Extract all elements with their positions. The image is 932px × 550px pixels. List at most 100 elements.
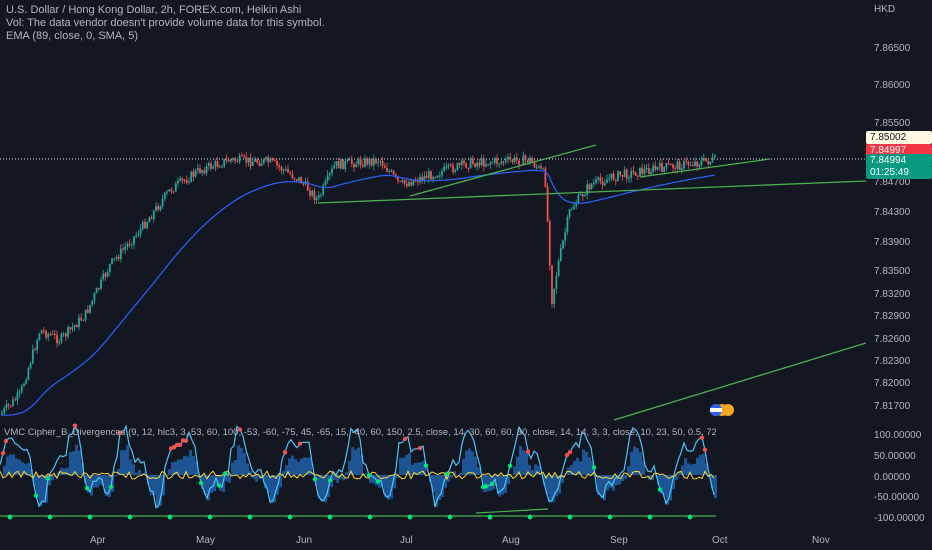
candle-body bbox=[141, 221, 144, 229]
candle-body bbox=[370, 158, 373, 166]
wave-bar bbox=[348, 461, 351, 475]
wave-bar bbox=[411, 464, 414, 475]
indicator-legend[interactable]: VMC Cipher_B_Divergences (9, 12, hlc3, 3… bbox=[4, 427, 716, 438]
wave-bar bbox=[105, 475, 108, 497]
event-markers[interactable] bbox=[710, 404, 734, 416]
candle-body bbox=[568, 209, 571, 217]
event-icon[interactable] bbox=[722, 404, 734, 416]
wave-bar bbox=[513, 466, 516, 475]
candle-body bbox=[630, 170, 633, 178]
wave-bar bbox=[528, 464, 531, 475]
candle-body bbox=[78, 317, 80, 328]
candle-body bbox=[42, 330, 45, 332]
candle-body bbox=[456, 163, 459, 171]
trendline-short[interactable] bbox=[639, 158, 771, 178]
candle-body bbox=[702, 157, 705, 161]
candle-body bbox=[584, 195, 586, 197]
wave-bar bbox=[498, 475, 501, 497]
wave-bar bbox=[654, 475, 657, 476]
candle-body bbox=[181, 178, 184, 181]
candle-body bbox=[161, 199, 164, 207]
candle-body bbox=[502, 161, 505, 163]
candle-body bbox=[592, 182, 595, 185]
wave-bar bbox=[630, 451, 633, 475]
wave-bar bbox=[705, 463, 708, 475]
candle-body bbox=[667, 163, 670, 165]
trendlines[interactable] bbox=[317, 144, 866, 421]
wave-bar bbox=[675, 475, 678, 480]
candle-body bbox=[238, 155, 241, 162]
candle-body bbox=[394, 174, 397, 177]
candle-body bbox=[139, 228, 142, 235]
candle-body bbox=[295, 179, 298, 181]
trendline-rising[interactable] bbox=[409, 144, 597, 197]
price-tag-red[interactable]: 7.84997 bbox=[866, 144, 932, 157]
candle-body bbox=[1, 412, 3, 415]
signal-dot bbox=[198, 480, 204, 486]
candle-body bbox=[84, 309, 87, 320]
wave-bar bbox=[570, 465, 573, 475]
wave-bar bbox=[486, 475, 489, 492]
price-tag-green[interactable]: 7.84994 bbox=[866, 154, 932, 167]
candle-body bbox=[326, 175, 329, 181]
price-tag-cream[interactable]: 7.85002 bbox=[866, 131, 932, 144]
baseline-dot bbox=[47, 514, 53, 520]
candle-body bbox=[533, 162, 536, 168]
candle-body bbox=[256, 159, 259, 163]
symbol-title[interactable]: U.S. Dollar / Hong Kong Dollar, 2h, FORE… bbox=[6, 4, 302, 16]
trendline-support[interactable] bbox=[317, 180, 866, 204]
countdown-tag[interactable]: 01:25:49 bbox=[866, 166, 932, 179]
wave-bar bbox=[114, 475, 117, 477]
candle-body bbox=[359, 158, 362, 165]
currency-label: HKD bbox=[874, 4, 896, 15]
signal-dot bbox=[567, 449, 573, 455]
candle-body bbox=[262, 159, 265, 164]
ema-legend[interactable]: EMA (89, close, 0, SMA, 5) bbox=[6, 30, 139, 42]
candle-body bbox=[399, 180, 402, 182]
baseline-dot bbox=[687, 514, 693, 520]
candle-body bbox=[656, 167, 659, 170]
trendline-lower[interactable] bbox=[613, 342, 866, 421]
candle-body bbox=[694, 161, 696, 166]
candle-body bbox=[390, 170, 393, 172]
baseline-dot bbox=[287, 514, 293, 520]
price-chart[interactable] bbox=[0, 0, 866, 530]
candle-body bbox=[632, 170, 635, 172]
candle-body bbox=[663, 167, 666, 172]
candle-body bbox=[493, 158, 496, 163]
candle-body bbox=[551, 265, 553, 305]
wave-bar bbox=[306, 457, 309, 475]
candle-body bbox=[342, 159, 344, 170]
candle-body bbox=[577, 194, 580, 204]
wave-bar bbox=[687, 463, 690, 475]
candle-body bbox=[166, 191, 168, 193]
baseline-dot bbox=[487, 514, 493, 520]
candle-body bbox=[172, 191, 175, 193]
candle-body bbox=[564, 232, 567, 241]
indicator-pane[interactable] bbox=[0, 423, 717, 520]
signal-dot bbox=[423, 463, 429, 468]
signal-dot bbox=[177, 442, 183, 448]
candle-body bbox=[509, 157, 512, 161]
candle-body bbox=[148, 217, 151, 223]
wave-bar bbox=[222, 475, 225, 493]
candle-body bbox=[676, 161, 679, 169]
candle-body bbox=[522, 155, 525, 166]
price-axis[interactable]: HKD bbox=[866, 0, 932, 530]
candle-body bbox=[199, 168, 201, 173]
candle-body bbox=[416, 181, 419, 183]
candle-body bbox=[687, 161, 690, 166]
wave-bar bbox=[681, 465, 684, 475]
candle-body bbox=[159, 206, 162, 210]
candle-body bbox=[258, 162, 261, 166]
candle-body bbox=[89, 304, 91, 313]
wave-bar bbox=[285, 465, 288, 475]
wave-bar bbox=[264, 475, 267, 489]
candle-body bbox=[150, 217, 153, 220]
time-axis[interactable] bbox=[0, 530, 866, 550]
candle-body bbox=[335, 161, 338, 166]
volume-note[interactable]: Vol: The data vendor doesn't provide vol… bbox=[6, 17, 325, 29]
signal-dot bbox=[657, 487, 663, 492]
candle-body bbox=[111, 258, 113, 264]
flag-stripe bbox=[710, 408, 722, 412]
